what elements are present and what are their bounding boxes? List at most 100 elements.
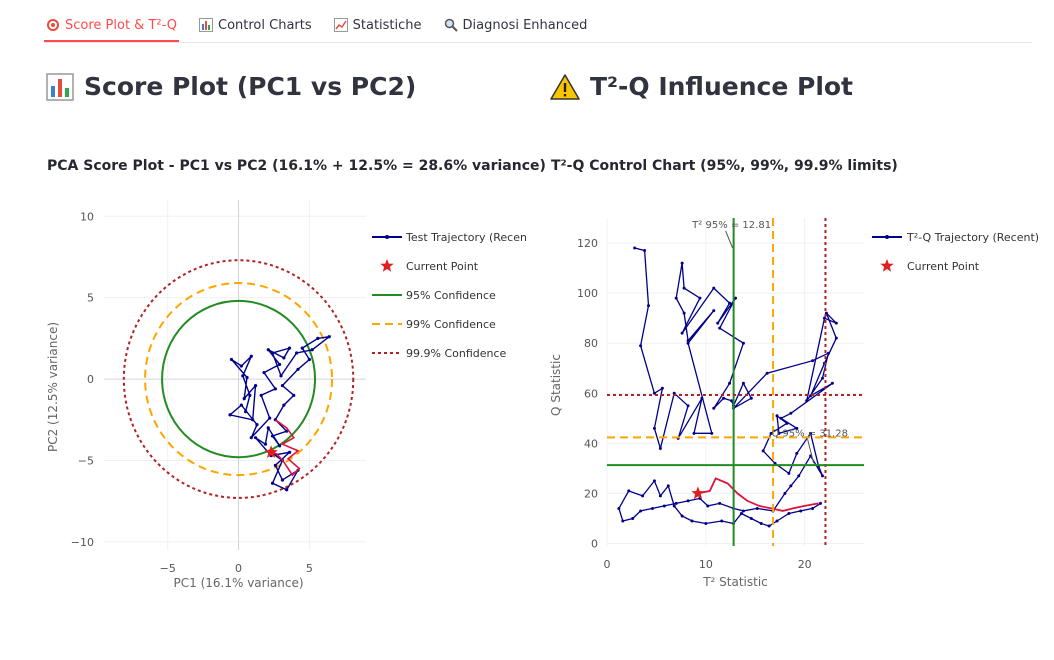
t2q-axes: 0 20 40 60 80 100 120 0 10 20 T² Statistic Q Statis…: [549, 220, 848, 589]
trajectory-point: [775, 519, 779, 523]
x-tick-label: −5: [160, 562, 176, 575]
bar-chart-icon: [199, 18, 213, 32]
trajectory-point: [773, 461, 777, 465]
trajectory-point: [253, 436, 258, 440]
current-point-star: [691, 486, 705, 500]
trajectory-point: [652, 479, 656, 483]
trajectory-point: [767, 524, 771, 528]
trajectory-line: [228, 335, 332, 491]
trajectory-point: [686, 404, 690, 408]
y-tick-label: 120: [577, 237, 598, 250]
y-tick-label: 20: [584, 487, 598, 500]
trajectory-point: [834, 336, 838, 340]
trajectory-point: [712, 309, 716, 313]
trajectory-point: [641, 494, 645, 498]
x-axis-label: PC1 (16.1% variance): [174, 576, 304, 590]
annotation-q-95: Q 95% = 31.28: [771, 428, 848, 439]
trajectory-point: [795, 426, 799, 430]
tab-control-charts[interactable]: Control Charts: [197, 10, 314, 40]
trajectory-point: [741, 341, 745, 345]
tab-diagnosi-enhanced[interactable]: Diagnosi Enhanced: [442, 10, 590, 40]
trajectory-point: [310, 348, 314, 352]
y-tick-label: 100: [577, 287, 598, 300]
trajectory-point: [647, 304, 651, 308]
tab-bar: Score Plot & T²-Q Control Charts Statist…: [44, 10, 589, 42]
trajectory-point: [680, 331, 684, 335]
trajectory-point: [785, 421, 789, 425]
y-tick-label: 5: [87, 292, 94, 305]
line-chart-icon: [333, 18, 348, 32]
trajectory-point: [718, 326, 722, 330]
y-tick-label: 10: [80, 210, 94, 223]
trajectory-point: [307, 357, 311, 362]
y-tick-label: 80: [584, 337, 598, 350]
trajectory-point: [739, 511, 743, 515]
influence-plot-heading: T²-Q Influence Plot: [550, 72, 853, 101]
t2q-grid: [606, 218, 864, 546]
trajectory-point: [686, 339, 690, 343]
trajectory-point: [741, 381, 745, 385]
trajectory-point: [809, 431, 813, 435]
trajectory-point: [228, 413, 232, 417]
t2q-control-chart[interactable]: 0 20 40 60 80 100 120 0 10 20 T² Statistic Q Statis…: [527, 200, 1054, 600]
legend-label: Current Point: [406, 260, 479, 273]
y-axis-label: PC2 (12.5% variance): [46, 322, 60, 452]
tab-control-charts-label: Control Charts: [218, 17, 312, 33]
trajectory-point: [282, 356, 286, 360]
trajectory-point: [672, 504, 676, 508]
trajectory-point: [761, 449, 765, 453]
trajectory-point: [245, 375, 249, 380]
trajectory-point: [273, 387, 277, 391]
trajectory-point: [789, 411, 793, 415]
trajectory-point: [259, 393, 263, 397]
trajectory-point: [672, 391, 676, 395]
tab-statistiche[interactable]: Statistiche: [332, 10, 424, 40]
trajectory-point: [296, 367, 300, 371]
tab-divider: [44, 42, 1032, 43]
trajectory-point: [255, 423, 259, 427]
trajectory-point: [680, 261, 684, 265]
trajectory-point: [674, 296, 678, 300]
trajectory-point: [262, 370, 266, 375]
legend-swatch-current-point: [380, 259, 394, 272]
trajectory-point: [300, 346, 304, 350]
trajectory-point: [682, 286, 686, 290]
trajectory-point: [633, 246, 637, 250]
trajectory-point: [819, 501, 823, 505]
trajectory-point: [759, 521, 763, 525]
trajectory-point: [824, 311, 828, 315]
trajectory-point: [266, 426, 270, 430]
trajectory-point: [728, 301, 732, 305]
trajectory-point: [749, 516, 753, 520]
x-tick-label: 0: [604, 558, 611, 571]
x-tick-label: 5: [306, 562, 313, 575]
y-tick-label: 0: [591, 537, 598, 550]
trajectory-point: [720, 519, 724, 523]
trajectory-point: [287, 346, 292, 350]
trajectory-point: [822, 316, 826, 320]
trajectory-point: [273, 463, 277, 467]
trajectory-point: [244, 410, 248, 414]
t2q-legend: T²-Q Trajectory (Recent) Current Point: [872, 231, 1039, 273]
trajectory-point: [775, 414, 779, 418]
trajectory-point: [710, 431, 714, 435]
trajectory-point: [820, 376, 824, 380]
trajectory-point: [285, 488, 289, 492]
trajectory-point: [686, 341, 690, 345]
tab-score-plot[interactable]: Score Plot & T²-Q: [44, 10, 179, 42]
confidence-ellipse-99: [144, 282, 334, 477]
trajectory-point: [769, 431, 773, 435]
trajectory-point: [830, 381, 834, 385]
x-axis-label: T² Statistic: [702, 575, 768, 589]
trajectory-point: [249, 436, 253, 440]
trajectory-point: [631, 516, 635, 520]
score-plot-heading: Score Plot (PC1 vs PC2): [46, 72, 416, 101]
target-icon: [47, 19, 59, 31]
trajectory-point: [270, 434, 275, 438]
trajectory-point: [811, 506, 815, 510]
bar-chart-icon: [46, 72, 74, 101]
trajectory-point: [811, 359, 815, 363]
legend-label: 99.9% Confidence: [406, 347, 507, 360]
